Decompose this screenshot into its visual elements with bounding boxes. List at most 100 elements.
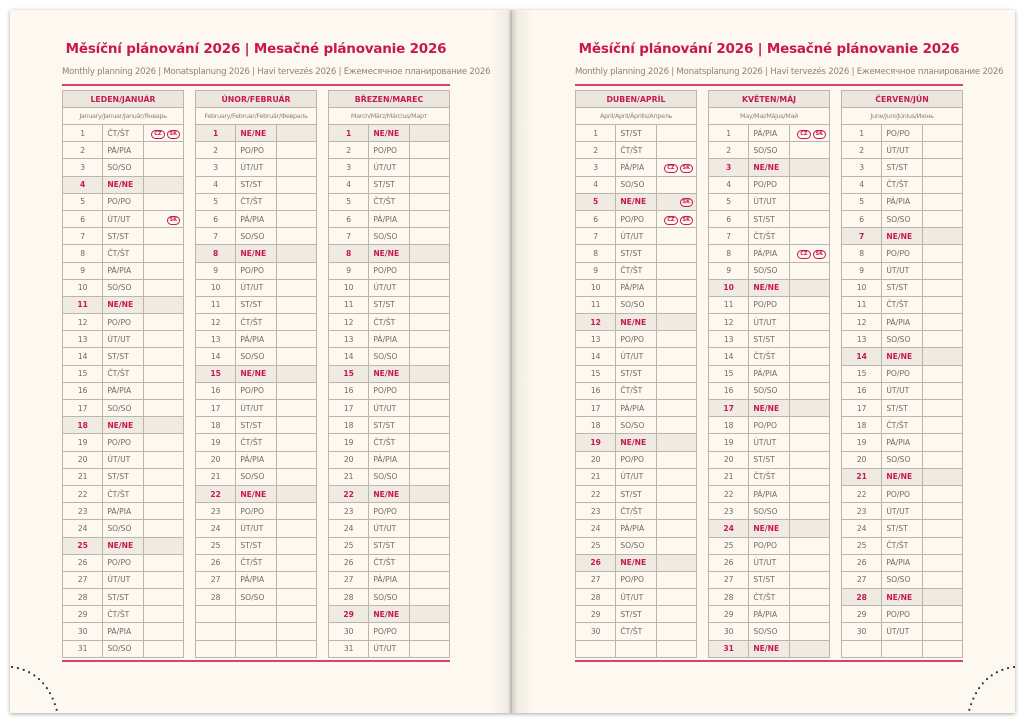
notes-cell[interactable]: [142, 313, 185, 332]
notes-cell[interactable]: [788, 313, 831, 332]
notes-cell[interactable]: [142, 450, 185, 469]
notes-cell[interactable]: [275, 605, 318, 624]
notes-cell[interactable]: [142, 553, 185, 572]
notes-cell[interactable]: [655, 227, 698, 246]
notes-cell[interactable]: CZ SK: [142, 123, 185, 143]
notes-cell[interactable]: [275, 467, 318, 486]
notes-cell[interactable]: [408, 467, 451, 486]
notes-cell[interactable]: [142, 330, 185, 349]
notes-cell[interactable]: [921, 588, 964, 607]
notes-cell[interactable]: [921, 141, 964, 160]
notes-cell[interactable]: [921, 398, 964, 418]
notes-cell[interactable]: [142, 519, 185, 538]
notes-cell[interactable]: [142, 536, 185, 555]
notes-cell[interactable]: [275, 192, 318, 211]
notes-cell[interactable]: [275, 261, 318, 280]
notes-cell[interactable]: [921, 123, 964, 143]
notes-cell[interactable]: CZ SK: [655, 209, 698, 229]
notes-cell[interactable]: [788, 605, 831, 624]
notes-cell[interactable]: [921, 381, 964, 401]
notes-cell[interactable]: [655, 467, 698, 486]
notes-cell[interactable]: [275, 313, 318, 332]
notes-cell[interactable]: [408, 398, 451, 418]
notes-cell[interactable]: [655, 622, 698, 641]
notes-cell[interactable]: [142, 261, 185, 280]
notes-cell[interactable]: [655, 381, 698, 401]
notes-cell[interactable]: [788, 622, 831, 641]
notes-cell[interactable]: [921, 639, 964, 658]
notes-cell[interactable]: [142, 347, 185, 366]
notes-cell[interactable]: [275, 278, 318, 297]
notes-cell[interactable]: [408, 123, 451, 143]
notes-cell[interactable]: [408, 364, 451, 383]
notes-cell[interactable]: [275, 123, 318, 143]
notes-cell[interactable]: [142, 416, 185, 435]
notes-cell[interactable]: [921, 364, 964, 383]
notes-cell[interactable]: [655, 295, 698, 315]
notes-cell[interactable]: [142, 605, 185, 624]
notes-cell[interactable]: [921, 553, 964, 572]
notes-cell[interactable]: [655, 433, 698, 452]
notes-cell[interactable]: [921, 175, 964, 194]
notes-cell[interactable]: [921, 519, 964, 538]
notes-cell[interactable]: [408, 227, 451, 246]
notes-cell[interactable]: [921, 158, 964, 177]
notes-cell[interactable]: [788, 330, 831, 349]
notes-cell[interactable]: [788, 570, 831, 590]
notes-cell[interactable]: [275, 519, 318, 538]
notes-cell[interactable]: [921, 502, 964, 521]
notes-cell[interactable]: SK: [655, 192, 698, 211]
notes-cell[interactable]: [275, 295, 318, 315]
notes-cell[interactable]: [275, 450, 318, 469]
notes-cell[interactable]: [142, 433, 185, 452]
notes-cell[interactable]: [921, 536, 964, 555]
notes-cell[interactable]: [655, 519, 698, 538]
notes-cell[interactable]: [655, 553, 698, 572]
notes-cell[interactable]: [275, 484, 318, 504]
notes-cell[interactable]: [142, 278, 185, 297]
notes-cell[interactable]: [408, 347, 451, 366]
notes-cell[interactable]: [408, 484, 451, 504]
notes-cell[interactable]: [921, 278, 964, 297]
notes-cell[interactable]: [655, 261, 698, 280]
notes-cell[interactable]: [142, 622, 185, 641]
notes-cell[interactable]: [275, 347, 318, 366]
notes-cell[interactable]: [655, 588, 698, 607]
notes-cell[interactable]: [655, 364, 698, 383]
notes-cell[interactable]: [788, 639, 831, 658]
notes-cell[interactable]: [655, 639, 698, 658]
notes-cell[interactable]: [921, 467, 964, 486]
notes-cell[interactable]: [921, 570, 964, 590]
notes-cell[interactable]: [655, 278, 698, 297]
notes-cell[interactable]: [275, 536, 318, 555]
notes-cell[interactable]: [788, 364, 831, 383]
notes-cell[interactable]: [655, 416, 698, 435]
notes-cell[interactable]: [655, 141, 698, 160]
notes-cell[interactable]: [921, 244, 964, 263]
notes-cell[interactable]: [788, 416, 831, 435]
notes-cell[interactable]: [408, 450, 451, 469]
notes-cell[interactable]: [408, 141, 451, 160]
notes-cell[interactable]: [408, 158, 451, 177]
notes-cell[interactable]: [655, 123, 698, 143]
notes-cell[interactable]: [408, 261, 451, 280]
notes-cell[interactable]: [788, 536, 831, 555]
notes-cell[interactable]: [142, 141, 185, 160]
notes-cell[interactable]: [408, 433, 451, 452]
notes-cell[interactable]: [788, 553, 831, 572]
notes-cell[interactable]: [408, 175, 451, 194]
notes-cell[interactable]: [408, 192, 451, 211]
notes-cell[interactable]: [921, 261, 964, 280]
notes-cell[interactable]: [142, 364, 185, 383]
notes-cell[interactable]: [275, 433, 318, 452]
notes-cell[interactable]: CZ SK: [655, 158, 698, 177]
notes-cell[interactable]: [788, 398, 831, 418]
notes-cell[interactable]: [275, 398, 318, 418]
notes-cell[interactable]: [655, 313, 698, 332]
notes-cell[interactable]: [408, 588, 451, 607]
notes-cell[interactable]: [788, 433, 831, 452]
notes-cell[interactable]: [655, 175, 698, 194]
notes-cell[interactable]: [142, 158, 185, 177]
notes-cell[interactable]: [655, 484, 698, 504]
notes-cell[interactable]: [275, 158, 318, 177]
